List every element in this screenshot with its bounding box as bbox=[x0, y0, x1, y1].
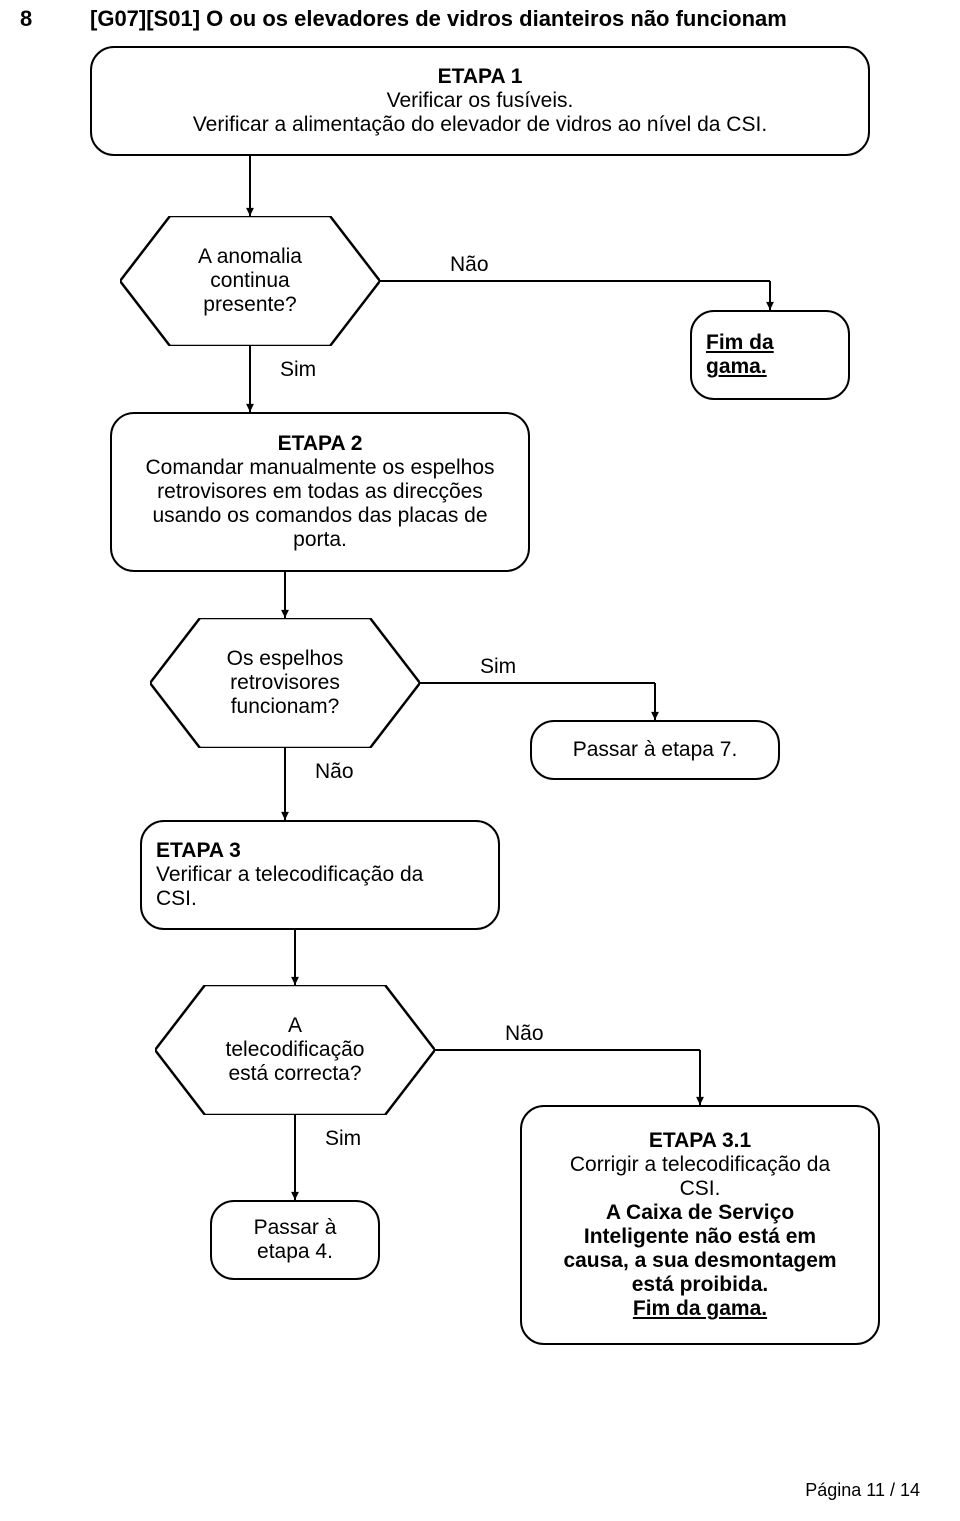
fim-gama-text: Fim dagama. bbox=[706, 331, 834, 379]
decision1-yes-label: Sim bbox=[280, 358, 316, 382]
passar7-text: Passar à etapa 7. bbox=[573, 738, 738, 762]
decision1: A anomaliacontinuapresente? bbox=[120, 216, 380, 346]
decision3-text: Atelecodificaçãoestá correcta? bbox=[155, 1014, 435, 1086]
decision1-text: A anomaliacontinuapresente? bbox=[120, 245, 380, 317]
decision2-no-label: Não bbox=[315, 760, 354, 784]
passar4-box: Passar àetapa 4. bbox=[210, 1200, 380, 1280]
etapa2-box: ETAPA 2 Comandar manualmente os espelhos… bbox=[110, 412, 530, 572]
etapa31-line1: Corrigir a telecodificação daCSI. bbox=[570, 1153, 830, 1201]
etapa1-title: ETAPA 1 bbox=[438, 65, 523, 89]
decision2: Os espelhosretrovisoresfuncionam? bbox=[150, 618, 420, 748]
footer: Página 11 / 14 bbox=[805, 1480, 920, 1501]
decision3-yes-label: Sim bbox=[325, 1127, 361, 1151]
passar4-text: Passar àetapa 4. bbox=[254, 1216, 337, 1264]
header-title: [G07][S01] O ou os elevadores de vidros … bbox=[90, 6, 787, 32]
passar7-box: Passar à etapa 7. bbox=[530, 720, 780, 780]
etapa3-title: ETAPA 3 bbox=[156, 839, 241, 863]
decision3-no-label: Não bbox=[505, 1022, 544, 1046]
etapa3-body: Verificar a telecodificação daCSI. bbox=[156, 863, 423, 911]
etapa31-line3: Fim da gama. bbox=[633, 1297, 767, 1321]
etapa3-box: ETAPA 3 Verificar a telecodificação daCS… bbox=[140, 820, 500, 930]
etapa31-title: ETAPA 3.1 bbox=[649, 1129, 751, 1153]
header-number: 8 bbox=[20, 6, 32, 32]
etapa31-box: ETAPA 3.1 Corrigir a telecodificação daC… bbox=[520, 1105, 880, 1345]
fim-gama-box: Fim dagama. bbox=[690, 310, 850, 400]
etapa31-line2: A Caixa de ServiçoInteligente não está e… bbox=[563, 1201, 836, 1297]
decision2-text: Os espelhosretrovisoresfuncionam? bbox=[150, 647, 420, 719]
etapa2-title: ETAPA 2 bbox=[278, 432, 363, 456]
page: 8 [G07][S01] O ou os elevadores de vidro… bbox=[0, 0, 960, 1521]
etapa2-body: Comandar manualmente os espelhosretrovis… bbox=[145, 456, 494, 552]
etapa1-line1: Verificar os fusíveis. bbox=[387, 89, 574, 113]
decision3: Atelecodificaçãoestá correcta? bbox=[155, 985, 435, 1115]
etapa1-box: ETAPA 1 Verificar os fusíveis. Verificar… bbox=[90, 46, 870, 156]
decision1-no-label: Não bbox=[450, 253, 489, 277]
etapa1-line2: Verificar a alimentação do elevador de v… bbox=[193, 113, 767, 137]
decision2-yes-label: Sim bbox=[480, 655, 516, 679]
